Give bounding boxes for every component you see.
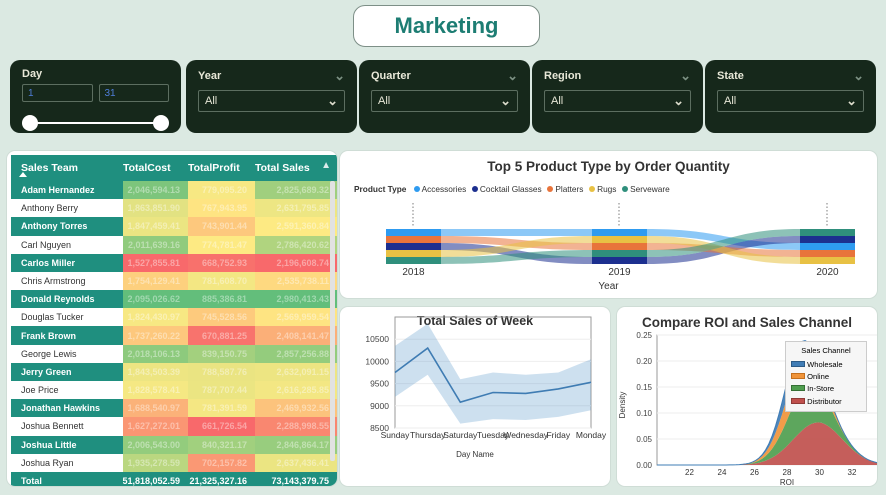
svg-text:10000: 10000	[365, 356, 389, 366]
svg-text:24: 24	[718, 468, 727, 477]
svg-text:0.00: 0.00	[636, 461, 652, 470]
svg-text:0.25: 0.25	[636, 331, 652, 340]
svg-text:0.15: 0.15	[636, 383, 652, 392]
svg-text:Thursday: Thursday	[410, 430, 446, 440]
svg-text:30: 30	[815, 468, 824, 477]
svg-text:Sunday: Sunday	[381, 430, 411, 440]
svg-text:ROI: ROI	[780, 478, 794, 486]
svg-text:0.10: 0.10	[636, 409, 652, 418]
svg-text:26: 26	[750, 468, 759, 477]
svg-text:22: 22	[685, 468, 694, 477]
svg-text:0.05: 0.05	[636, 435, 652, 444]
svg-text:Density: Density	[618, 392, 627, 419]
svg-text:10500: 10500	[365, 334, 389, 344]
svg-text:Friday: Friday	[546, 430, 570, 440]
svg-text:9000: 9000	[370, 401, 389, 411]
svg-text:9500: 9500	[370, 379, 389, 389]
svg-text:Monday: Monday	[576, 430, 607, 440]
svg-text:32: 32	[848, 468, 857, 477]
svg-text:0.20: 0.20	[636, 357, 652, 366]
svg-text:Wednesday: Wednesday	[503, 430, 548, 440]
svg-text:Saturday: Saturday	[443, 430, 478, 440]
svg-text:28: 28	[783, 468, 792, 477]
